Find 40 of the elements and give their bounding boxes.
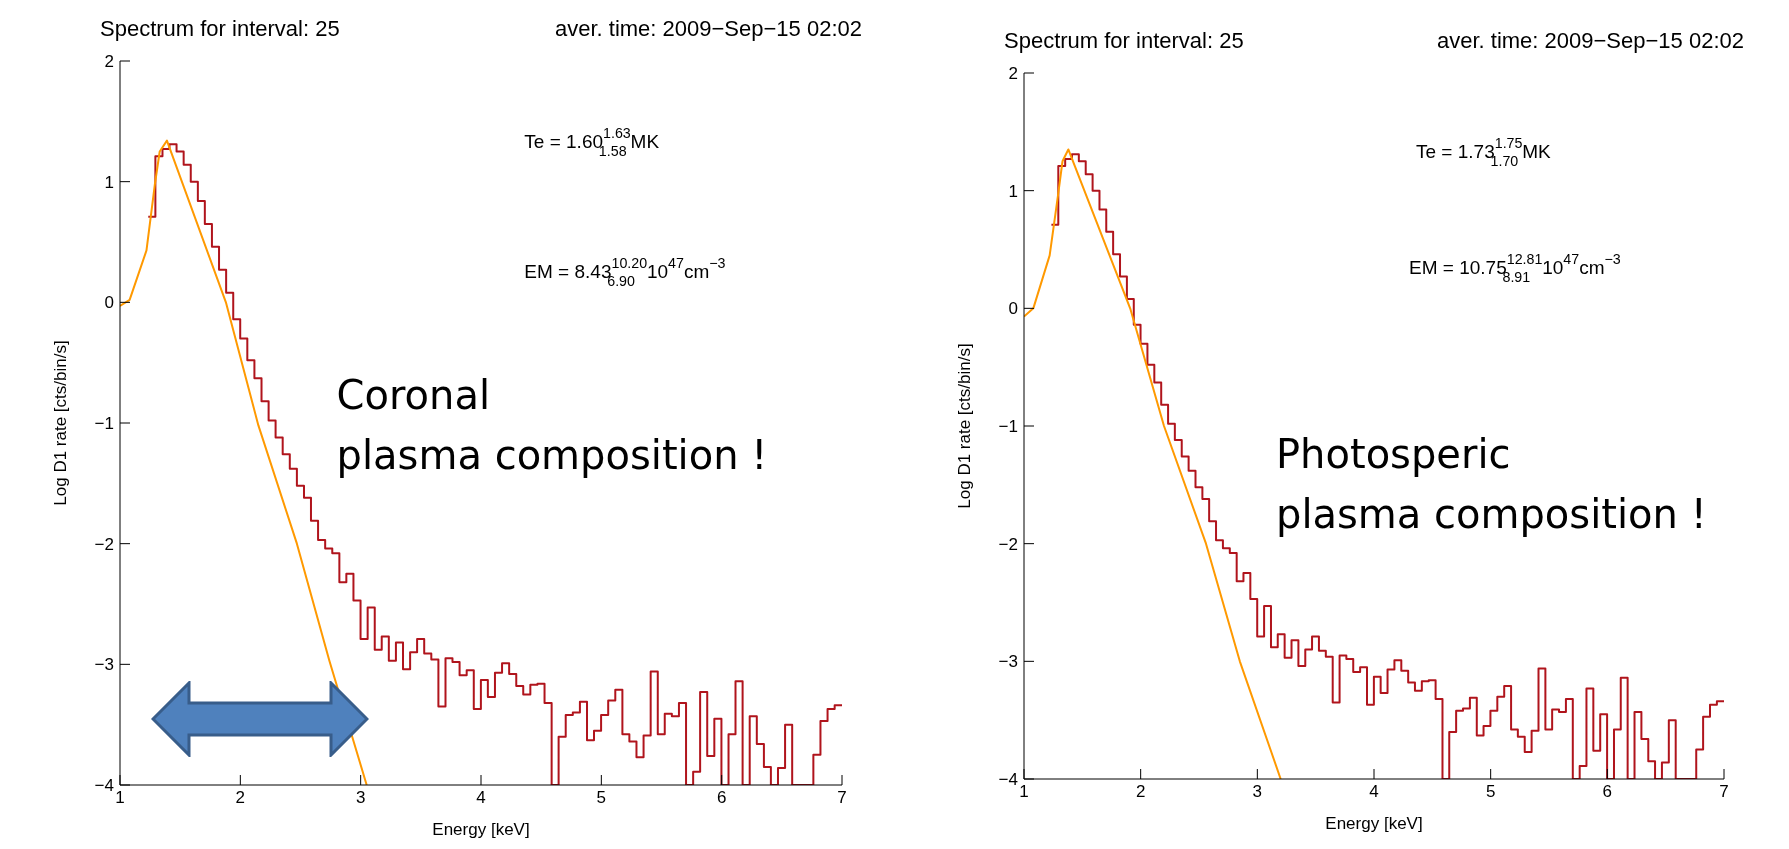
y-tick-label: −3: [998, 652, 1018, 672]
y-tick-label: −2: [998, 534, 1018, 554]
y-tick-label: 0: [104, 293, 114, 313]
x-tick-label: 3: [1252, 782, 1263, 802]
annotation: EM = 8.43$^{10.20}$$_{6.90}$10$^{47}$cm$^{−3}$: [524, 255, 726, 290]
x-tick-label: 2: [235, 788, 246, 808]
y-tick-label: 1: [104, 172, 114, 192]
annotation: Te = 1.60$^{1.63}$$_{1.58}$MK: [524, 125, 660, 160]
y-tick-label: 2: [1008, 64, 1018, 84]
annotation: Coronal plasma composition !: [336, 371, 768, 478]
annotation: Te = 1.73$^{1.75}$$_{1.70}$MK: [1416, 134, 1552, 170]
x-tick-label: 7: [1719, 782, 1729, 802]
x-tick-label: 5: [596, 788, 607, 808]
x-tick-label: 3: [355, 788, 366, 808]
y-tick-label: 0: [1008, 299, 1018, 319]
y-tick-label: −2: [94, 534, 114, 554]
x-tick-label: 4: [476, 788, 486, 808]
chart-title: Spectrum for interval: 25: [100, 16, 340, 41]
y-tick-label: −1: [998, 417, 1018, 437]
x-tick-label: 5: [1485, 782, 1496, 802]
chart-title: Spectrum for interval: 25: [1004, 28, 1244, 53]
y-tick-label: −1: [94, 414, 114, 434]
x-tick-label: 6: [716, 788, 727, 808]
y-tick-label: −4: [998, 770, 1018, 790]
y-tick-label: −4: [94, 776, 114, 796]
y-tick-label: 1: [1008, 181, 1018, 201]
x-tick-label: 6: [1602, 782, 1613, 802]
y-axis-title: Log D1 rate [cts/bin/s]: [955, 343, 975, 509]
annotation: Photosperic plasma composition !: [1276, 431, 1707, 538]
annotation: EM = 10.75$^{12.81}$$_{8.91}$10$^{47}$cm$^{−3}$: [1409, 251, 1621, 286]
y-tick-label: 2: [104, 52, 114, 72]
x-tick-label: 4: [1369, 782, 1379, 802]
x-axis-title: Energy [keV]: [432, 820, 530, 839]
chart-subtitle: aver. time: 2009−Sep−15 02:02: [554, 16, 862, 41]
y-axis-title: Log D1 rate [cts/bin/s]: [51, 340, 71, 506]
y-tick-label: −3: [94, 655, 114, 675]
x-tick-label: 2: [1135, 782, 1146, 802]
x-axis-title: Energy [keV]: [1325, 814, 1423, 833]
x-tick-label: 7: [837, 788, 847, 808]
chart-subtitle: aver. time: 2009−Sep−15 02:02: [1436, 28, 1744, 53]
